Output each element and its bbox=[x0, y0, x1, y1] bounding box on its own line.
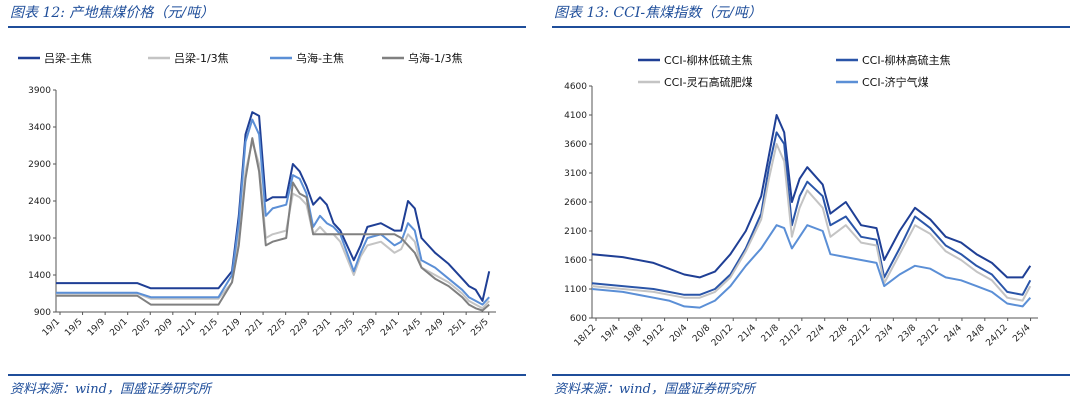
series-line-4 bbox=[591, 224, 1032, 309]
x-tick-label: 19/1 bbox=[41, 317, 62, 338]
right-source-note: 资料来源：wind，国盛证券研究所 bbox=[554, 382, 755, 397]
x-tick-label: 23/4 bbox=[874, 323, 896, 345]
x-tick-label: 23/5 bbox=[334, 317, 355, 338]
series-line-2 bbox=[591, 131, 1032, 296]
x-tick-label: 22/1 bbox=[244, 317, 265, 338]
x-tick-label: 21/5 bbox=[199, 317, 220, 338]
x-tick-label: 20/5 bbox=[131, 317, 152, 338]
x-tick-label: 22/12 bbox=[847, 323, 872, 348]
x-tick-label: 19/4 bbox=[600, 323, 622, 345]
right-source-rule bbox=[552, 374, 1070, 376]
y-tick-label: 4100 bbox=[564, 111, 587, 121]
x-tick-label: 20/9 bbox=[154, 317, 176, 339]
x-tick-label: 21/1 bbox=[176, 317, 197, 338]
x-tick-label: 23/1 bbox=[312, 317, 333, 338]
series-line-1 bbox=[56, 111, 491, 302]
legend-label-4: CCI-济宁气煤 bbox=[862, 75, 929, 89]
x-tick-label: 24/12 bbox=[984, 323, 1009, 348]
x-tick-label: 25/1 bbox=[447, 317, 468, 338]
x-tick-label: 19/5 bbox=[63, 317, 84, 338]
x-tick-label: 21/9 bbox=[221, 317, 243, 339]
x-tick-label: 24/4 bbox=[943, 323, 965, 345]
x-tick-label: 21/12 bbox=[779, 323, 804, 348]
y-tick-label: 3100 bbox=[564, 169, 587, 179]
x-tick-label: 24/1 bbox=[379, 317, 400, 338]
right-chart-panel: 图表 13: CCI-焦煤指数（元/吨） 600 1100 1600 2100 2600… bbox=[552, 0, 1070, 406]
x-tick-label: 20/4 bbox=[668, 323, 690, 345]
left-chart-panel: 图表 12: 产地焦煤价格（元/吨） 900 1400 1900 2400 2900 34… bbox=[8, 0, 526, 406]
series-line-1 bbox=[591, 114, 1032, 279]
left-source-rule bbox=[8, 374, 526, 376]
legend-label-3: CCI-灵石高硫肥煤 bbox=[664, 75, 753, 89]
x-tick-label: 24/5 bbox=[402, 317, 423, 338]
y-tick-label: 3400 bbox=[28, 123, 51, 133]
legend-label-2: 吕梁-1/3焦 bbox=[174, 51, 229, 65]
y-tick-label: 1100 bbox=[564, 285, 587, 295]
y-tick-label: 900 bbox=[34, 308, 51, 318]
legend-label-3: 乌海-主焦 bbox=[296, 51, 344, 65]
y-tick-label: 2600 bbox=[564, 198, 587, 208]
y-tick-label: 2900 bbox=[28, 160, 51, 170]
x-tick-label: 24/9 bbox=[424, 317, 446, 339]
right-title-rule bbox=[552, 26, 1070, 28]
y-tick-label: 1400 bbox=[28, 271, 51, 281]
right-line-chart: 600 1100 1600 2100 2600 3100 3600 4100 4600 18/12… bbox=[564, 53, 1038, 348]
y-tick-label: 3600 bbox=[564, 140, 587, 150]
series-line-3 bbox=[591, 143, 1032, 302]
x-tick-label: 21/4 bbox=[737, 323, 759, 345]
legend-label-4: 乌海-1/3焦 bbox=[408, 51, 463, 65]
right-figure-title: 图表 13: CCI-焦煤指数（元/吨） bbox=[554, 5, 762, 21]
y-tick-label: 3900 bbox=[28, 86, 51, 96]
left-title-rule bbox=[8, 26, 526, 28]
legend-label-2: CCI-柳林高硫主焦 bbox=[862, 53, 951, 67]
left-figure-title: 图表 12: 产地焦煤价格（元/吨） bbox=[10, 5, 215, 21]
y-tick-label: 4600 bbox=[564, 82, 587, 92]
series-line-4 bbox=[56, 137, 490, 312]
y-tick-label: 600 bbox=[570, 314, 587, 324]
y-tick-label: 2100 bbox=[564, 227, 587, 237]
y-tick-label: 2400 bbox=[28, 197, 51, 207]
y-tick-label: 1600 bbox=[564, 256, 587, 266]
x-tick-label: 25/4 bbox=[1011, 323, 1033, 345]
x-tick-label: 23/12 bbox=[916, 323, 941, 348]
x-tick-label: 18/12 bbox=[573, 323, 598, 348]
x-tick-label: 23/9 bbox=[357, 317, 379, 339]
x-tick-label: 19/12 bbox=[641, 323, 666, 348]
x-tick-label: 20/12 bbox=[710, 323, 735, 348]
x-tick-label: 25/5 bbox=[469, 317, 490, 338]
x-tick-label: 22/9 bbox=[289, 317, 311, 339]
legend-label-1: 吕梁-主焦 bbox=[44, 51, 92, 65]
legend-label-1: CCI-柳林低硫主焦 bbox=[664, 53, 753, 67]
x-tick-label: 20/1 bbox=[108, 317, 129, 338]
series-line-3 bbox=[56, 118, 490, 306]
x-tick-label: 22/4 bbox=[805, 323, 827, 345]
y-tick-label: 1900 bbox=[28, 234, 51, 244]
x-tick-label: 22/5 bbox=[266, 317, 287, 338]
left-source-note: 资料来源：wind，国盛证券研究所 bbox=[10, 382, 211, 397]
x-tick-label: 19/9 bbox=[86, 317, 108, 339]
